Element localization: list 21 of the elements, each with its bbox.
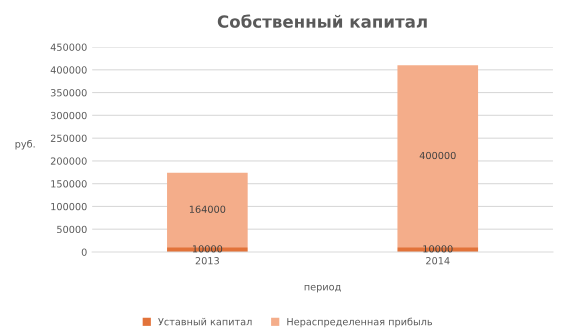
chart-title: Собственный капитал — [218, 14, 427, 28]
y-axis-title: руб. — [16, 140, 35, 150]
y-tick-label: 350000 — [50, 89, 87, 96]
y-tick-label: 450000 — [50, 44, 87, 51]
legend-label: Нераспределенная прибыль — [287, 318, 432, 328]
x-tick-label: 2013 — [196, 257, 219, 264]
y-tick-label: 400000 — [50, 66, 87, 74]
data-label: 164000 — [190, 206, 226, 213]
data-label: 10000 — [192, 245, 222, 253]
legend-label: Уставный капитал — [158, 318, 252, 326]
y-tick-label: 0 — [82, 248, 87, 256]
y-tick-label: 250000 — [50, 134, 87, 142]
y-tick-label: 50000 — [57, 226, 87, 234]
y-tick-label: 100000 — [51, 202, 87, 210]
x-axis-title: период — [304, 284, 341, 292]
y-tick-label: 200000 — [50, 157, 87, 165]
x-tick-label: 2014 — [426, 257, 450, 264]
y-tick-label: 150000 — [51, 180, 87, 188]
y-tick-label: 300000 — [50, 112, 87, 120]
data-label: 10000 — [423, 245, 453, 253]
data-label: 400000 — [420, 152, 456, 160]
